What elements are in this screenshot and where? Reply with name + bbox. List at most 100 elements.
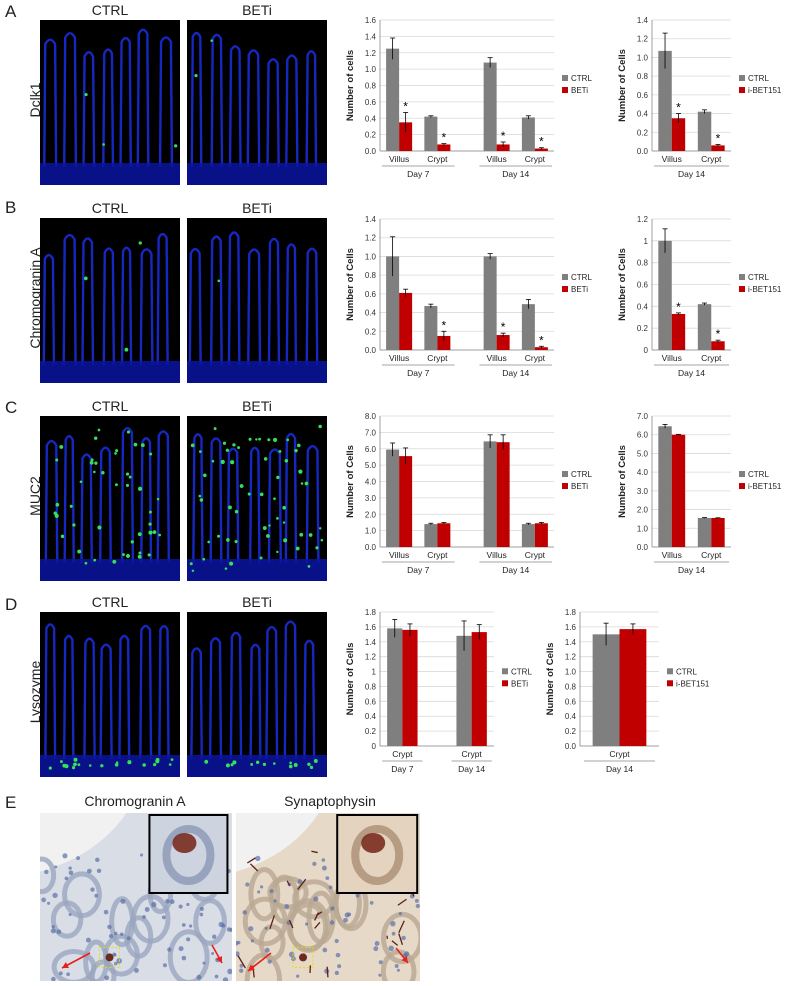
micrograph-b-beti (187, 218, 327, 383)
legend-label: BETi (571, 86, 588, 95)
nucleus (126, 936, 131, 941)
y-tick-label: 1.2 (365, 653, 377, 662)
legend-swatch (562, 471, 568, 478)
synaptophysin-stain (286, 880, 291, 887)
legend-label: BETi (571, 285, 588, 294)
marker-dot (217, 279, 221, 283)
y-tick-label: 2.0 (365, 510, 377, 519)
villus-outline (119, 36, 132, 168)
nucleus (221, 923, 226, 928)
nucleus (245, 882, 250, 887)
y-tick-label: 1.8 (365, 608, 377, 617)
y-tick-label: 0.4 (365, 712, 377, 721)
gland (287, 902, 329, 953)
y-axis-label: Number of cells (345, 50, 356, 121)
nucleus (120, 932, 124, 936)
marker-dot (126, 430, 131, 434)
villus-outline (227, 231, 241, 366)
legend-swatch (562, 286, 568, 293)
legend-swatch (667, 680, 673, 687)
legend-swatch (562, 483, 568, 490)
inset-stained-cell (361, 833, 386, 853)
nucleus (51, 976, 56, 981)
marker-dot (158, 533, 162, 537)
micrograph-a-beti (187, 20, 327, 185)
legend-swatch (562, 274, 568, 281)
marker-dot (148, 522, 152, 526)
villus-outline (99, 446, 112, 564)
y-tick-label: 0 (644, 346, 649, 355)
nucleus (396, 968, 400, 972)
inset-stained-cell (172, 833, 197, 853)
bar (437, 335, 451, 350)
y-tick-label: 1.8 (565, 608, 577, 617)
bar (483, 441, 497, 547)
img-title-b-beti: BETi (242, 200, 272, 216)
nucleus (337, 964, 342, 969)
marker-dot (198, 450, 202, 453)
micrograph-d-ctrl (40, 612, 180, 777)
y-tick-label: 0.6 (565, 697, 577, 706)
y-tick-label: 1.4 (365, 215, 377, 224)
nucleus (259, 885, 264, 889)
marker-dot (259, 556, 263, 560)
nucleus (257, 890, 261, 894)
marker-dot (93, 436, 98, 440)
x-tick-label: Villus (389, 154, 409, 164)
nucleus (227, 968, 232, 975)
nucleus (95, 857, 100, 863)
marker-dot (90, 458, 94, 462)
legend-label: i-BET151 (748, 482, 782, 491)
y-tick-label: 0.6 (637, 91, 649, 100)
nucleus (50, 928, 56, 934)
legend-swatch (739, 471, 745, 478)
marker-dot (72, 523, 76, 527)
marker-dot (115, 449, 119, 453)
gland (167, 929, 210, 981)
villus-outline (82, 51, 96, 168)
nucleus (96, 868, 102, 873)
red-arrow-icon (401, 956, 408, 963)
chart-a-dclk1-ibet: 0.0 0.2 0.4 0.6 0.8 1.0 1.2 1.4 Number of Cells *… (612, 6, 787, 191)
group-label: Day 14 (678, 368, 705, 378)
y-tick-label: 0.6 (637, 281, 649, 290)
bar (711, 517, 725, 547)
marker-dot (69, 504, 73, 508)
y-tick-label: 1 (644, 237, 649, 246)
y-tick-label: 1.0 (365, 65, 377, 74)
y-tick-label: 5.0 (365, 461, 377, 470)
bar (671, 313, 686, 350)
panel-letter-b: B (5, 198, 17, 217)
marker-dot (137, 554, 142, 559)
villus-outline (140, 437, 153, 564)
synaptophysin-stain (314, 912, 319, 921)
y-tick-label: 8.0 (365, 412, 377, 421)
marker-dot (83, 276, 88, 281)
legend-swatch (739, 274, 745, 281)
bar (399, 122, 413, 151)
marker-dot (138, 241, 142, 245)
y-tick-label: 0.2 (365, 327, 377, 336)
y-tick-label: 1.2 (365, 49, 377, 58)
y-tick-label: 0.0 (565, 742, 577, 751)
nucleus (162, 963, 167, 968)
villus-outline (246, 49, 261, 168)
marker-dot (88, 764, 92, 767)
villus-outline (44, 623, 57, 760)
villus-outline (42, 253, 56, 366)
bar (658, 50, 672, 151)
micrograph-d-beti (187, 612, 327, 777)
marker-dot (77, 549, 82, 554)
x-tick-label: Crypt (701, 353, 722, 363)
legend-label: CTRL (571, 74, 592, 83)
villus-outline (285, 243, 298, 366)
nucleus (94, 893, 99, 898)
marker-dot (298, 469, 303, 474)
nucleus (54, 865, 58, 869)
legend-swatch (562, 87, 568, 94)
bar (534, 148, 548, 151)
bar (399, 292, 413, 350)
chart-a-dclk1-time: 0.0 0.2 0.4 0.6 0.8 1.0 1.2 1.4 1.6 Number of cel… (340, 6, 610, 191)
nucleus (68, 866, 72, 870)
villus-outline (102, 48, 115, 168)
